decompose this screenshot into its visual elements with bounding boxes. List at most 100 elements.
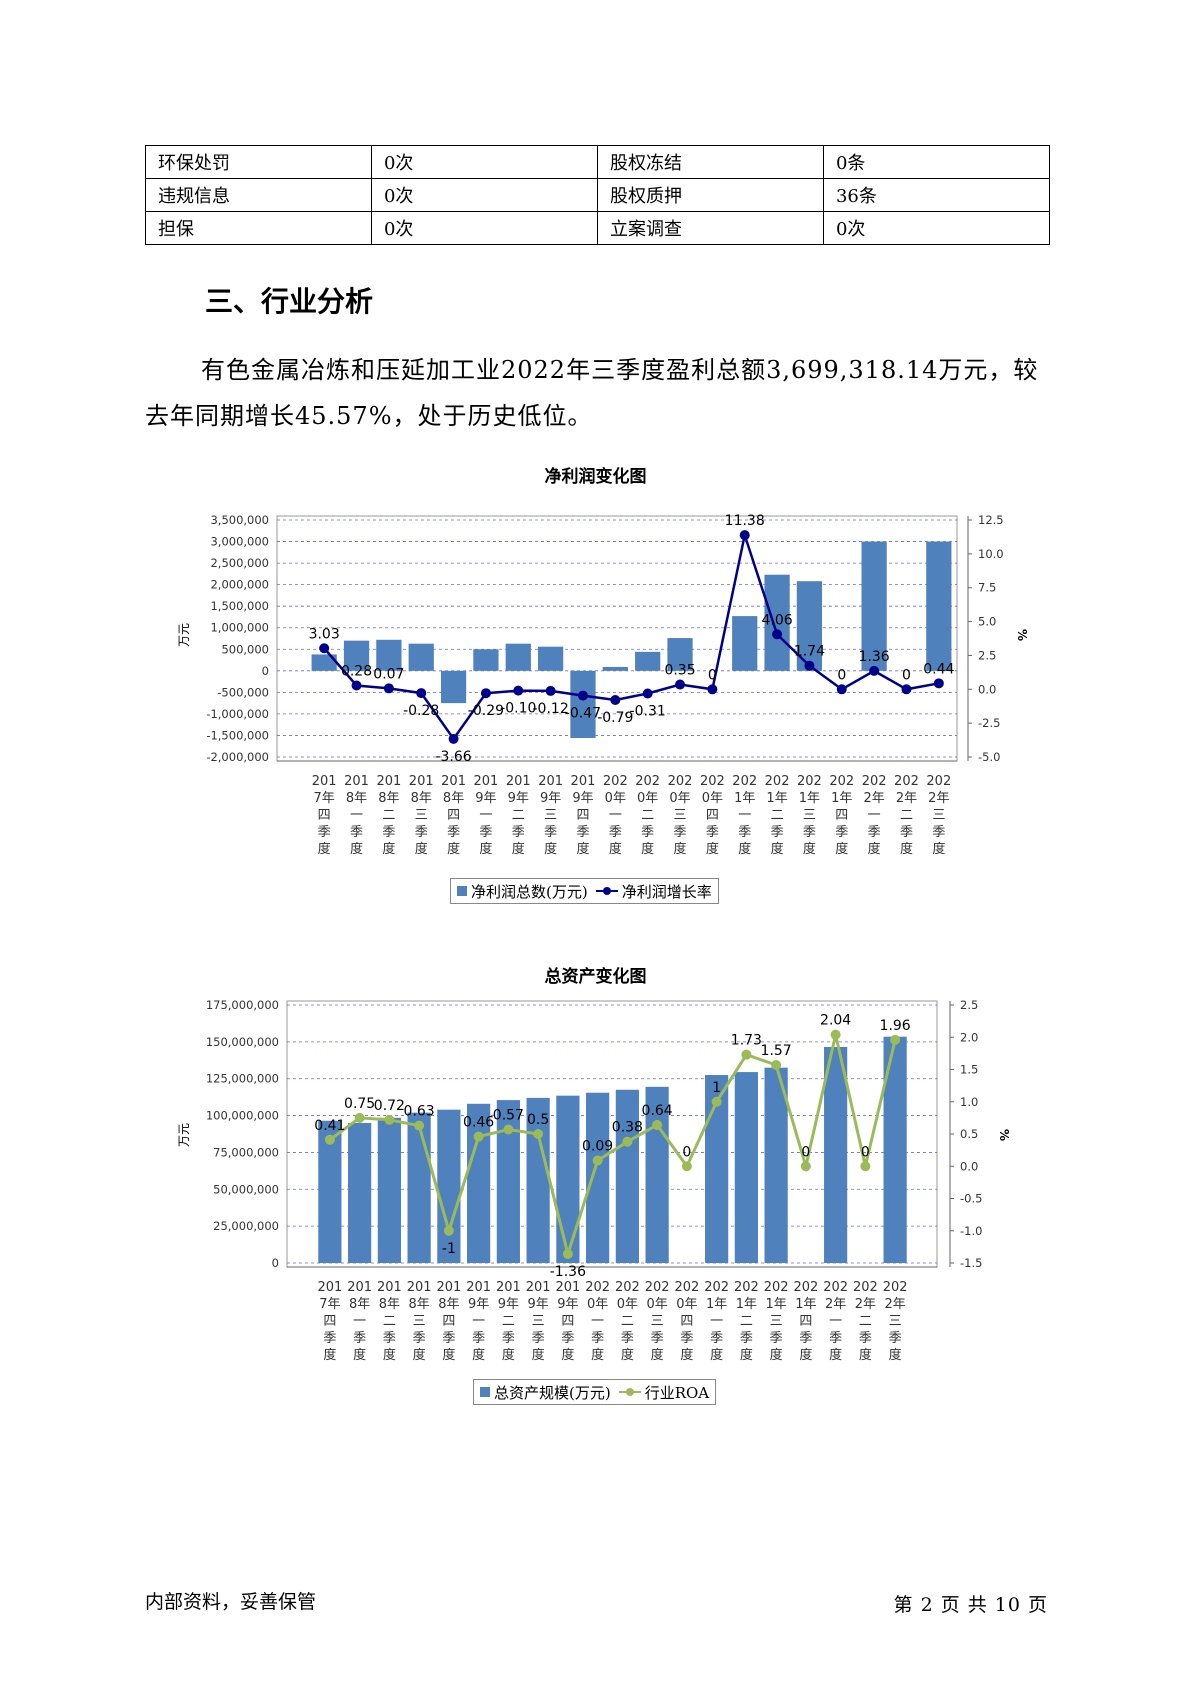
- x-tick-label: 季: [544, 825, 557, 840]
- x-tick-label: 度: [383, 1347, 396, 1363]
- x-tick-label: 201: [317, 1280, 342, 1295]
- x-tick-label: 三: [803, 808, 816, 823]
- x-tick-label: 度: [771, 841, 784, 857]
- data-label: 0.41: [314, 1118, 345, 1134]
- x-tick-label: 201: [409, 774, 434, 789]
- data-label: 11.38: [725, 513, 765, 529]
- x-tick-label: 度: [415, 841, 428, 857]
- x-tick-label: 季: [651, 1331, 664, 1346]
- y-axis-title: 万元: [177, 1123, 191, 1147]
- y2-tick-label: -2.5: [978, 716, 1000, 730]
- x-tick-label: 四: [835, 808, 848, 823]
- x-tick-label: 度: [382, 841, 395, 857]
- legend-label-growth-rate: 净利润增长率: [621, 882, 712, 901]
- footer-page-number: 第 2 页 共 10 页: [893, 1594, 1048, 1616]
- table-cell: 担保: [145, 211, 372, 245]
- x-tick-label: 202: [883, 1280, 908, 1295]
- x-tick-label: 202: [926, 774, 951, 789]
- data-label: 0.75: [344, 1096, 375, 1112]
- line-point: [448, 733, 459, 744]
- risk-info-table: 环保处罚 0次 股权冻结 0条 违规信息 0次 股权质押 36条 担保 0次 立…: [145, 145, 1051, 245]
- x-tick-label: 度: [710, 1347, 723, 1363]
- y2-tick-label: 1.0: [960, 1095, 978, 1109]
- x-tick-label: 二: [621, 1314, 634, 1329]
- line-point: [901, 684, 912, 695]
- table-cell: 违规信息: [145, 178, 372, 212]
- x-tick-label: 度: [799, 1347, 812, 1363]
- x-tick-label: 8年: [379, 1297, 400, 1312]
- x-tick-label: 季: [859, 1331, 872, 1346]
- line-point: [473, 1131, 484, 1142]
- x-tick-label: 0年: [676, 1297, 697, 1312]
- data-label: -0.29: [468, 703, 504, 719]
- bar: [473, 649, 499, 671]
- line-point: [830, 1029, 841, 1040]
- x-tick-label: 度: [680, 1347, 693, 1363]
- x-tick-label: 9年: [540, 791, 561, 806]
- x-tick-label: 1年: [765, 1297, 786, 1312]
- x-tick-label: 201: [496, 1280, 521, 1295]
- y-tick-label: 0: [272, 1256, 279, 1270]
- bar: [570, 670, 596, 739]
- x-tick-label: 7年: [319, 1297, 340, 1312]
- bar: [602, 666, 628, 671]
- bar: [556, 1095, 580, 1263]
- x-tick-label: 四: [799, 1314, 812, 1329]
- x-tick-label: 季: [868, 825, 881, 840]
- x-tick-label: 0年: [646, 1297, 667, 1312]
- x-tick-label: 一: [829, 1314, 842, 1329]
- table-row: 担保 0次 立案调查 0次: [145, 211, 1051, 245]
- y2-axis-title: %: [997, 1129, 1011, 1141]
- data-label: 1.96: [880, 1018, 911, 1034]
- x-tick-label: 201: [312, 774, 337, 789]
- bar: [437, 1109, 461, 1263]
- x-tick-label: 二: [502, 1314, 515, 1329]
- y-tick-label: 25,000,000: [213, 1219, 279, 1233]
- x-tick-label: 8年: [411, 791, 432, 806]
- series-line: [328, 1034, 897, 1260]
- line-point: [804, 660, 815, 671]
- x-tick-label: 0年: [587, 1297, 608, 1312]
- x-tick-label: 四: [442, 1314, 455, 1329]
- x-tick-label: 9年: [468, 1297, 489, 1312]
- line-point: [545, 685, 556, 696]
- data-label: 1.73: [731, 1033, 762, 1049]
- bar: [538, 646, 564, 671]
- bar: [667, 638, 693, 671]
- total-assets-legend: 总资产规模(万元) 行业ROA: [473, 1379, 717, 1405]
- data-label: 1.36: [859, 649, 890, 665]
- x-tick-label: 8年: [408, 1297, 429, 1312]
- bar: [408, 643, 434, 671]
- x-tick-label: 季: [706, 825, 719, 840]
- x-tick-label: 二: [771, 808, 784, 823]
- x-tick-label: 度: [576, 841, 589, 857]
- legend-bar-swatch: [457, 886, 467, 896]
- y2-tick-label: 7.5: [978, 581, 996, 595]
- x-tick-label: 202: [668, 774, 693, 789]
- x-tick-label: 202: [853, 1280, 878, 1295]
- x-tick-label: 2年: [863, 791, 884, 806]
- x-tick-label: 四: [680, 1314, 693, 1329]
- line-point: [771, 1059, 782, 1070]
- x-tick-label: 度: [621, 1347, 634, 1363]
- x-tick-label: 三: [932, 808, 945, 823]
- bar: [496, 1100, 520, 1263]
- x-tick-label: 201: [538, 774, 563, 789]
- x-tick-label: 季: [621, 1331, 634, 1346]
- table-cell: 0次: [370, 178, 598, 212]
- y2-tick-label: -1.5: [960, 1256, 982, 1270]
- bar: [732, 616, 758, 671]
- table-cell: 立案调查: [596, 211, 824, 245]
- y-tick-label: 150,000,000: [206, 1035, 279, 1049]
- y-tick-label: 500,000: [221, 642, 269, 656]
- line-point: [513, 685, 524, 696]
- legend-line-swatch: [618, 1387, 641, 1397]
- line-point: [319, 643, 330, 654]
- x-tick-label: 一: [609, 808, 622, 823]
- data-label: -0.79: [597, 710, 633, 726]
- x-tick-label: 季: [447, 825, 460, 840]
- x-tick-label: 三: [651, 1314, 664, 1329]
- table-cell: 股权冻结: [596, 145, 824, 179]
- total-assets-chart-title: 总资产变化图: [544, 967, 647, 987]
- data-label: 0.72: [374, 1098, 405, 1114]
